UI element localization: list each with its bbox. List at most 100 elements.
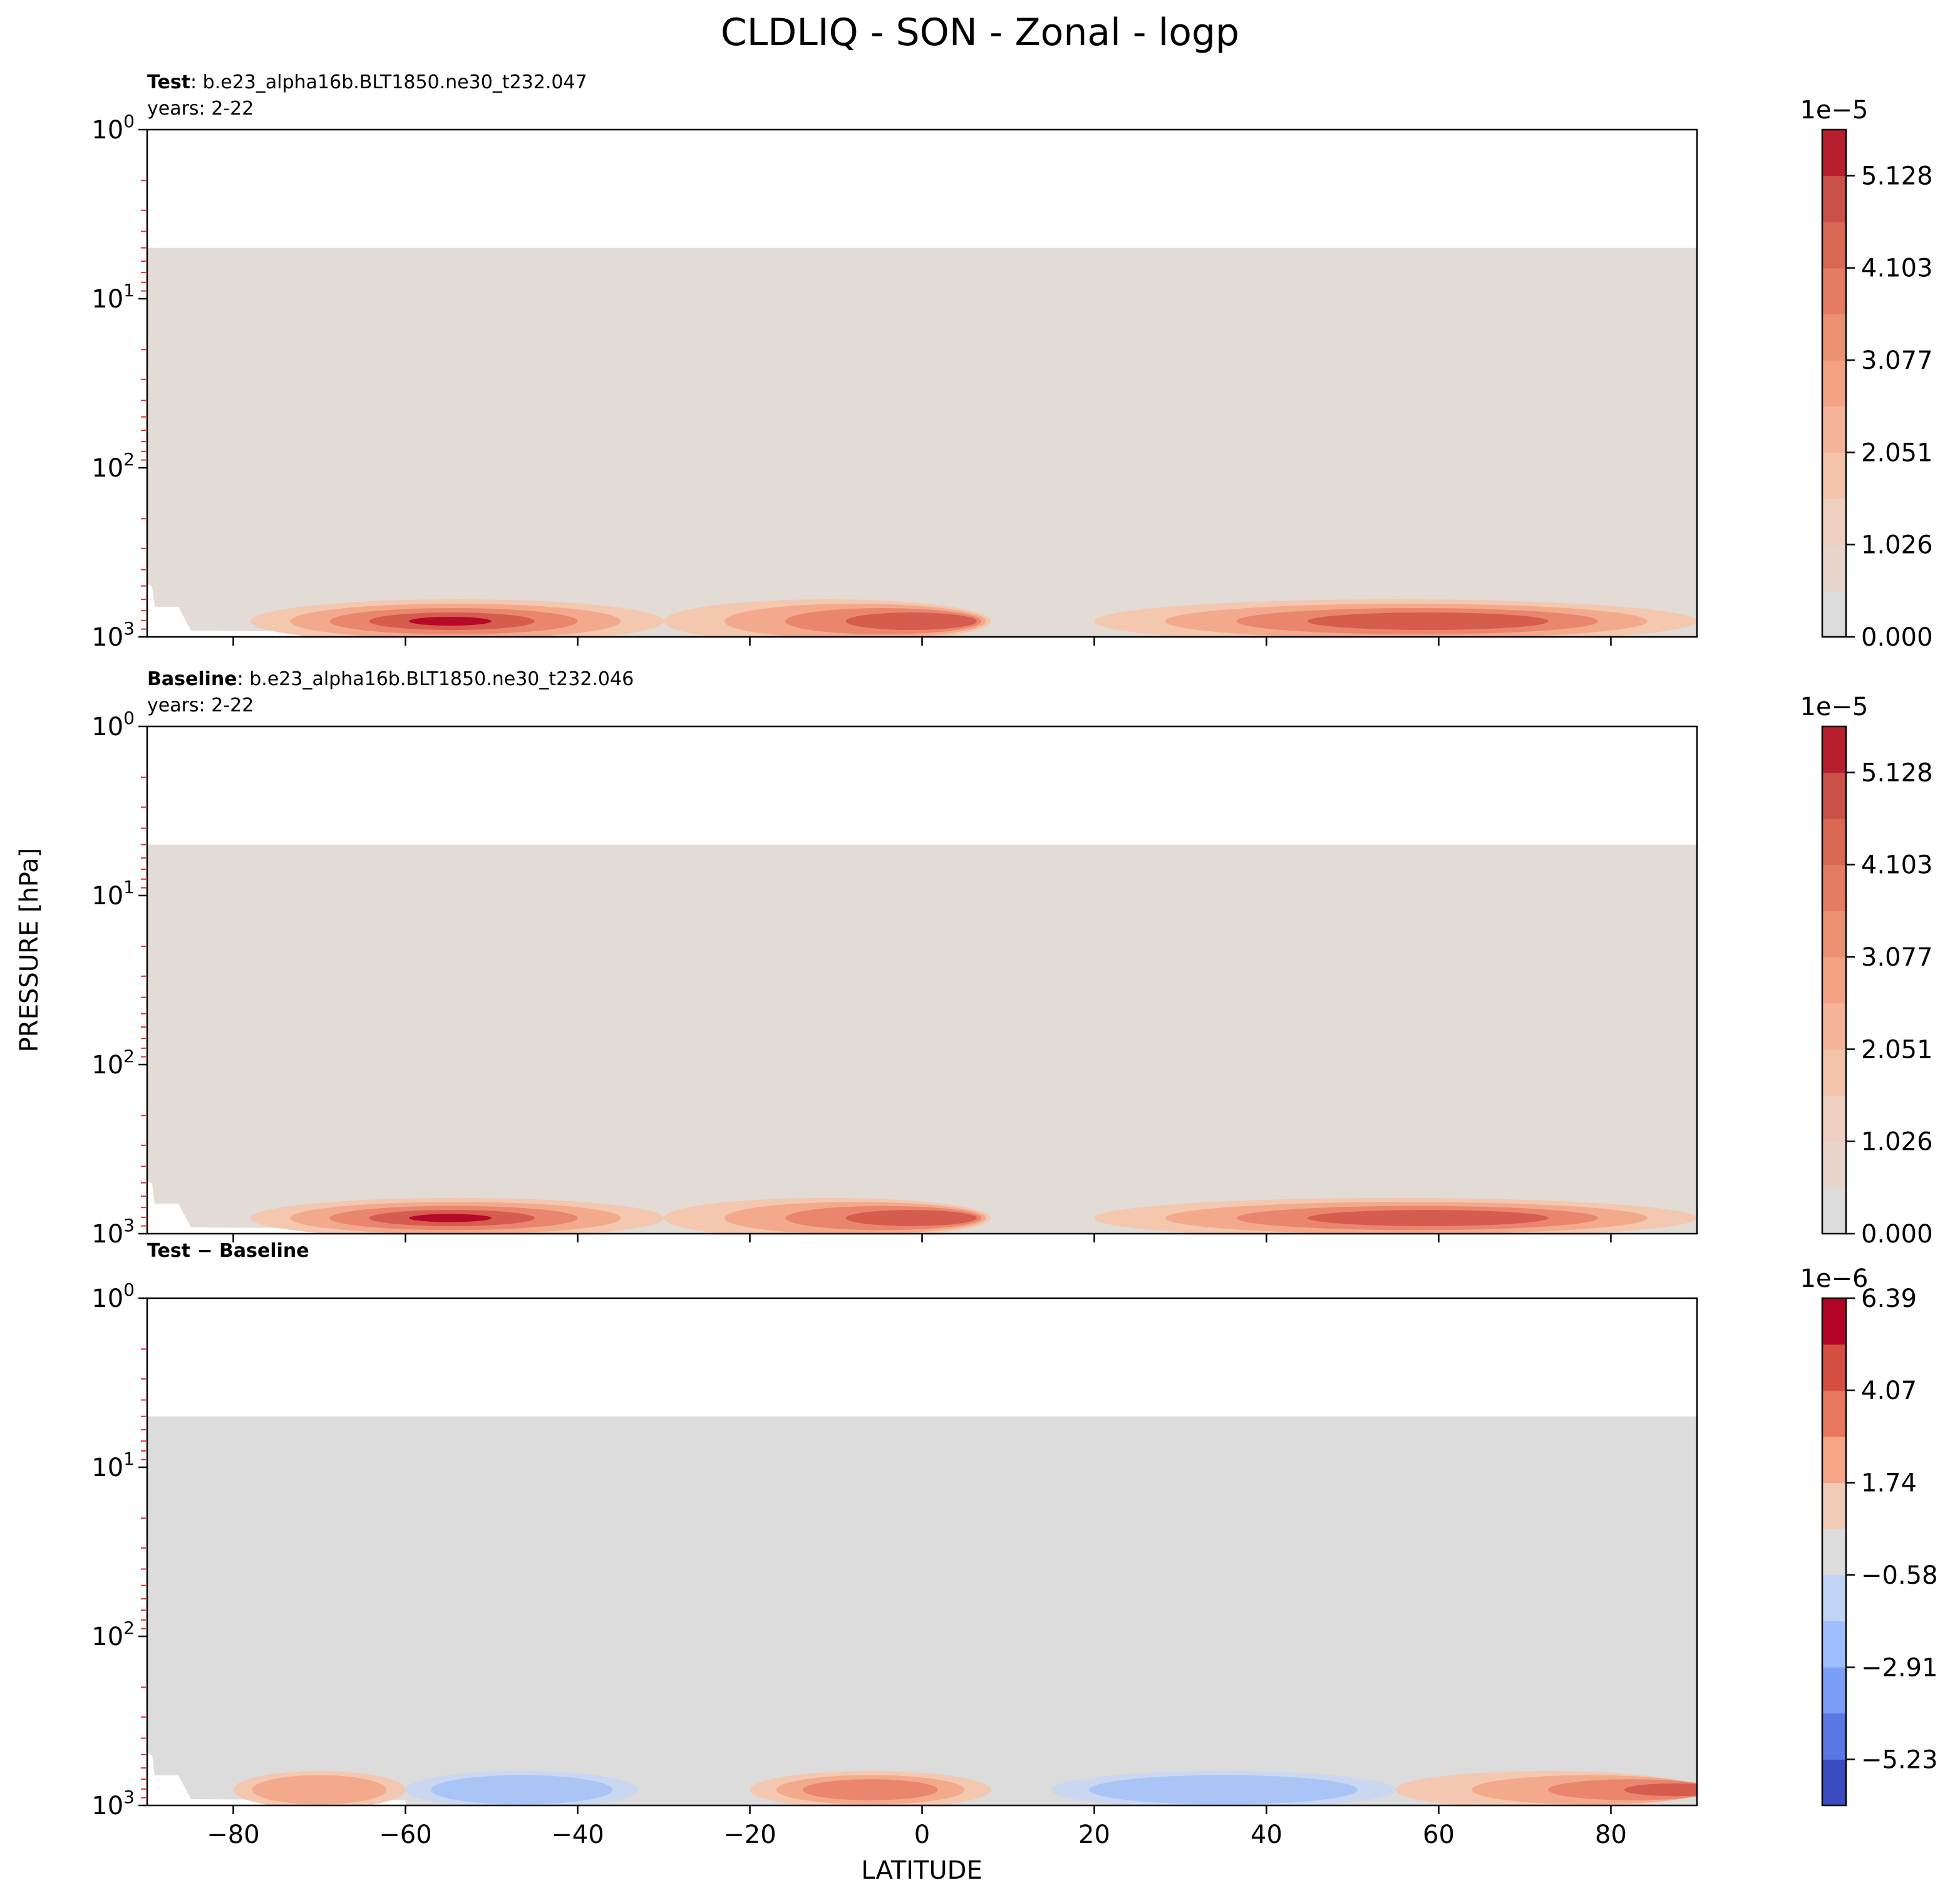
contour-1-3 [845, 1210, 977, 1226]
colorbar-level [1822, 406, 1846, 453]
colorbar-level [1822, 267, 1846, 315]
y-tick-label: 102 [91, 449, 135, 483]
panels: Test: b.e23_alpha16b.BLT1850.ne30_t232.0… [91, 71, 1937, 1849]
colorbar-level [1822, 360, 1846, 407]
contour-0-1 [252, 1775, 387, 1805]
colorbar-level [1822, 1713, 1846, 1760]
colorbar-level [1822, 1529, 1846, 1576]
colorbar-level [1822, 1298, 1846, 1345]
y-tick-exp: 2 [123, 449, 135, 470]
data-field [147, 1416, 1697, 1805]
y-tick-label: 103 [91, 1215, 135, 1249]
colorbar-level [1822, 1095, 1846, 1142]
contour-0-4 [409, 1214, 492, 1222]
colorbar-level [1822, 1049, 1846, 1096]
y-tick-exp: 3 [123, 618, 135, 639]
colorbar-tick-label: 1.026 [1861, 531, 1933, 560]
contour-2-2 [803, 1779, 938, 1800]
x-tick-label: −60 [379, 1820, 431, 1849]
colorbar-level [1822, 726, 1846, 773]
colorbar: 0.000 1.026 2.051 3.077 4.103 5.128 1e−5 [1800, 693, 1932, 1249]
y-tick-base: 10 [91, 116, 123, 145]
contour-1-3 [845, 612, 977, 630]
y-tick-base: 10 [91, 713, 123, 741]
colorbar-level [1822, 1436, 1846, 1484]
colorbar-level [1822, 818, 1846, 865]
colorbar-level [1822, 544, 1846, 591]
y-tick-label: 102 [91, 1618, 135, 1651]
colorbar-tick-label: 4.103 [1861, 851, 1933, 880]
x-tick-label: 40 [1251, 1820, 1282, 1849]
colorbar-tick-label: 2.051 [1861, 1035, 1933, 1064]
colorbar-level [1822, 1759, 1846, 1806]
panel-years: years: 2-22 [147, 694, 254, 716]
colorbar-tick-label: 4.07 [1861, 1376, 1917, 1405]
colorbar-level [1822, 175, 1846, 222]
topography-mask [147, 584, 406, 637]
colorbar-tick-label: 4.103 [1861, 254, 1933, 283]
colorbar-exponent: 1e−5 [1800, 96, 1868, 125]
y-tick-base: 10 [91, 1792, 123, 1820]
panel-baseline: Baseline: b.e23_alpha16b.BLT1850.ne30_t2… [91, 668, 1932, 1249]
y-tick-exp: 0 [123, 708, 135, 728]
y-tick-label: 100 [91, 1279, 135, 1313]
colorbar-level [1822, 1344, 1846, 1391]
colorbar-tick-label: 3.077 [1861, 943, 1933, 972]
y-tick-base: 10 [91, 285, 123, 314]
x-tick-label: −80 [207, 1820, 259, 1849]
colorbar-level [1822, 498, 1846, 545]
colorbar-level [1822, 864, 1846, 912]
colorbar-level [1822, 1187, 1846, 1234]
y-tick-exp: 0 [123, 111, 135, 132]
colorbar-level [1822, 772, 1846, 819]
panel-label: Baseline: b.e23_alpha16b.BLT1850.ne30_t2… [147, 668, 634, 690]
colorbar-tick-label: −2.91 [1861, 1653, 1938, 1682]
y-tick-label: 103 [91, 618, 135, 652]
panel-label: Test: b.e23_alpha16b.BLT1850.ne30_t232.0… [147, 71, 587, 93]
colorbar-level [1822, 1141, 1846, 1188]
colorbar-frame [1821, 725, 1847, 1235]
contour-3-1 [1089, 1775, 1358, 1805]
y-tick-base: 10 [91, 623, 123, 652]
colorbar-tick-label: 1.74 [1861, 1469, 1917, 1498]
contour-2-3 [1307, 612, 1549, 630]
y-tick-label: 101 [91, 1448, 135, 1482]
x-tick-label: 20 [1078, 1820, 1110, 1849]
y-tick-base: 10 [91, 882, 123, 911]
y-tick-exp: 1 [123, 280, 135, 301]
panel-label: Test − Baseline [147, 1240, 309, 1262]
x-tick-label: −40 [551, 1820, 604, 1849]
plot-area [147, 844, 1697, 1234]
x-tick-label: 60 [1423, 1820, 1455, 1849]
panel-years: years: 2-22 [147, 98, 254, 120]
colorbar-level [1822, 1390, 1846, 1437]
topography-mask [147, 1752, 406, 1805]
contour-2-3 [1307, 1210, 1549, 1226]
plot-area [147, 1416, 1697, 1805]
colorbar-exponent: 1e−6 [1800, 1264, 1868, 1293]
panel-label-run: : b.e23_alpha16b.BLT1850.ne30_t232.047 [190, 71, 587, 93]
colorbar-tick-label: 5.128 [1861, 759, 1933, 788]
colorbar-tick-label: −5.23 [1861, 1745, 1938, 1774]
panel-difference: Test − Baseline−80 −60 −40 −20 0 20 40 60 801001… [91, 1240, 1937, 1849]
panel-label-bold: Test − Baseline [147, 1240, 309, 1262]
y-tick-exp: 3 [123, 1787, 135, 1807]
colorbar-level [1822, 1574, 1846, 1621]
colorbar: 0.000 1.026 2.051 3.077 4.103 5.128 1e−5 [1800, 96, 1932, 652]
colorbar-tick-label: 6.39 [1861, 1284, 1917, 1313]
plot-area [147, 247, 1697, 637]
y-tick-exp: 3 [123, 1215, 135, 1236]
x-tick-label: 80 [1595, 1820, 1627, 1849]
colorbar-level [1822, 452, 1846, 499]
colorbar-level [1822, 130, 1846, 177]
colorbar-frame [1821, 128, 1847, 638]
panel-label-run: : b.e23_alpha16b.BLT1850.ne30_t232.046 [237, 668, 634, 690]
y-tick-exp: 0 [123, 1279, 135, 1300]
colorbar-level [1822, 1621, 1846, 1668]
colorbar-exponent: 1e−5 [1800, 693, 1868, 721]
colorbar-level [1822, 911, 1846, 958]
y-tick-base: 10 [91, 1623, 123, 1651]
contour-0-4 [409, 617, 492, 626]
colorbar-tick-label: 0.000 [1861, 1220, 1933, 1249]
